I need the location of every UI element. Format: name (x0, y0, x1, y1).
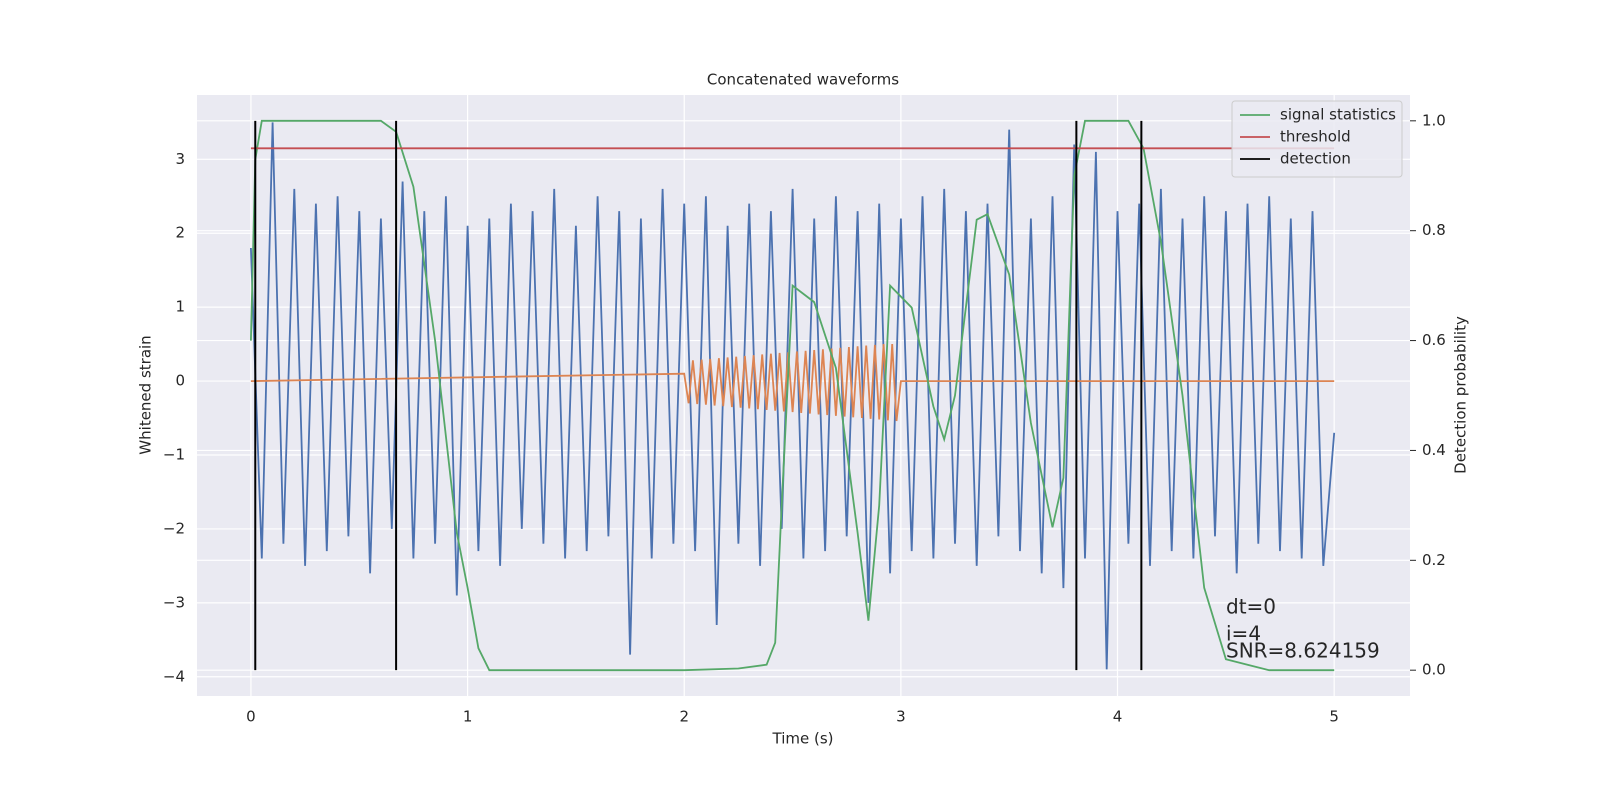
x-tick-label: 0 (246, 708, 256, 726)
legend-label: detection (1280, 150, 1351, 168)
series-line (250, 119, 1335, 672)
annotation: SNR=8.624159 (1226, 639, 1380, 663)
y2-tick-label: 0.2 (1422, 551, 1446, 569)
y2-tick-label: 0.4 (1422, 441, 1446, 459)
plot-area (197, 95, 1410, 696)
legend-label: threshold (1280, 128, 1351, 146)
marks (250, 119, 1336, 672)
y-tick-label: −1 (163, 446, 185, 464)
legend-box (1231, 100, 1403, 178)
y2-tick-label: 0.8 (1422, 221, 1446, 239)
grid: 0 1 2 3 4 5 −4 −3 −2 −1 0 1 2 3 0.0 0.2 0.4 0.6 0.8 1.0 (163, 95, 1446, 726)
y-tick-label: 3 (175, 150, 185, 168)
y2-axis-label: Detection probability (1452, 316, 1470, 474)
y2-tick-label: 1.0 (1422, 111, 1446, 129)
series-line (250, 344, 1335, 422)
annotation: i=4 (1226, 622, 1261, 646)
y-tick-label: 0 (175, 372, 185, 390)
x-tick-label: 1 (463, 708, 473, 726)
y-tick-label: −3 (163, 593, 185, 611)
y-tick-label: 1 (175, 298, 185, 316)
y2-tick-label: 0.0 (1422, 661, 1446, 679)
x-axis-label: Time (s) (772, 730, 834, 748)
y-tick-label: −2 (163, 519, 185, 537)
annotation: dt=0 (1226, 595, 1276, 619)
x-tick-label: 4 (1113, 708, 1123, 726)
x-tick-label: 2 (679, 708, 689, 726)
y2-tick-label: 0.6 (1422, 331, 1446, 349)
series-line (250, 122, 1336, 670)
chart-title: Concatenated waveforms (707, 71, 899, 89)
y-axis-label: Whitened strain (137, 335, 155, 454)
x-tick-label: 5 (1329, 708, 1339, 726)
y-tick-label: 2 (175, 224, 185, 242)
y-tick-label: −4 (163, 667, 185, 685)
legend-label: signal statistics (1280, 106, 1396, 124)
x-tick-label: 3 (896, 708, 906, 726)
legend: signal statistics threshold detection (1231, 100, 1403, 178)
